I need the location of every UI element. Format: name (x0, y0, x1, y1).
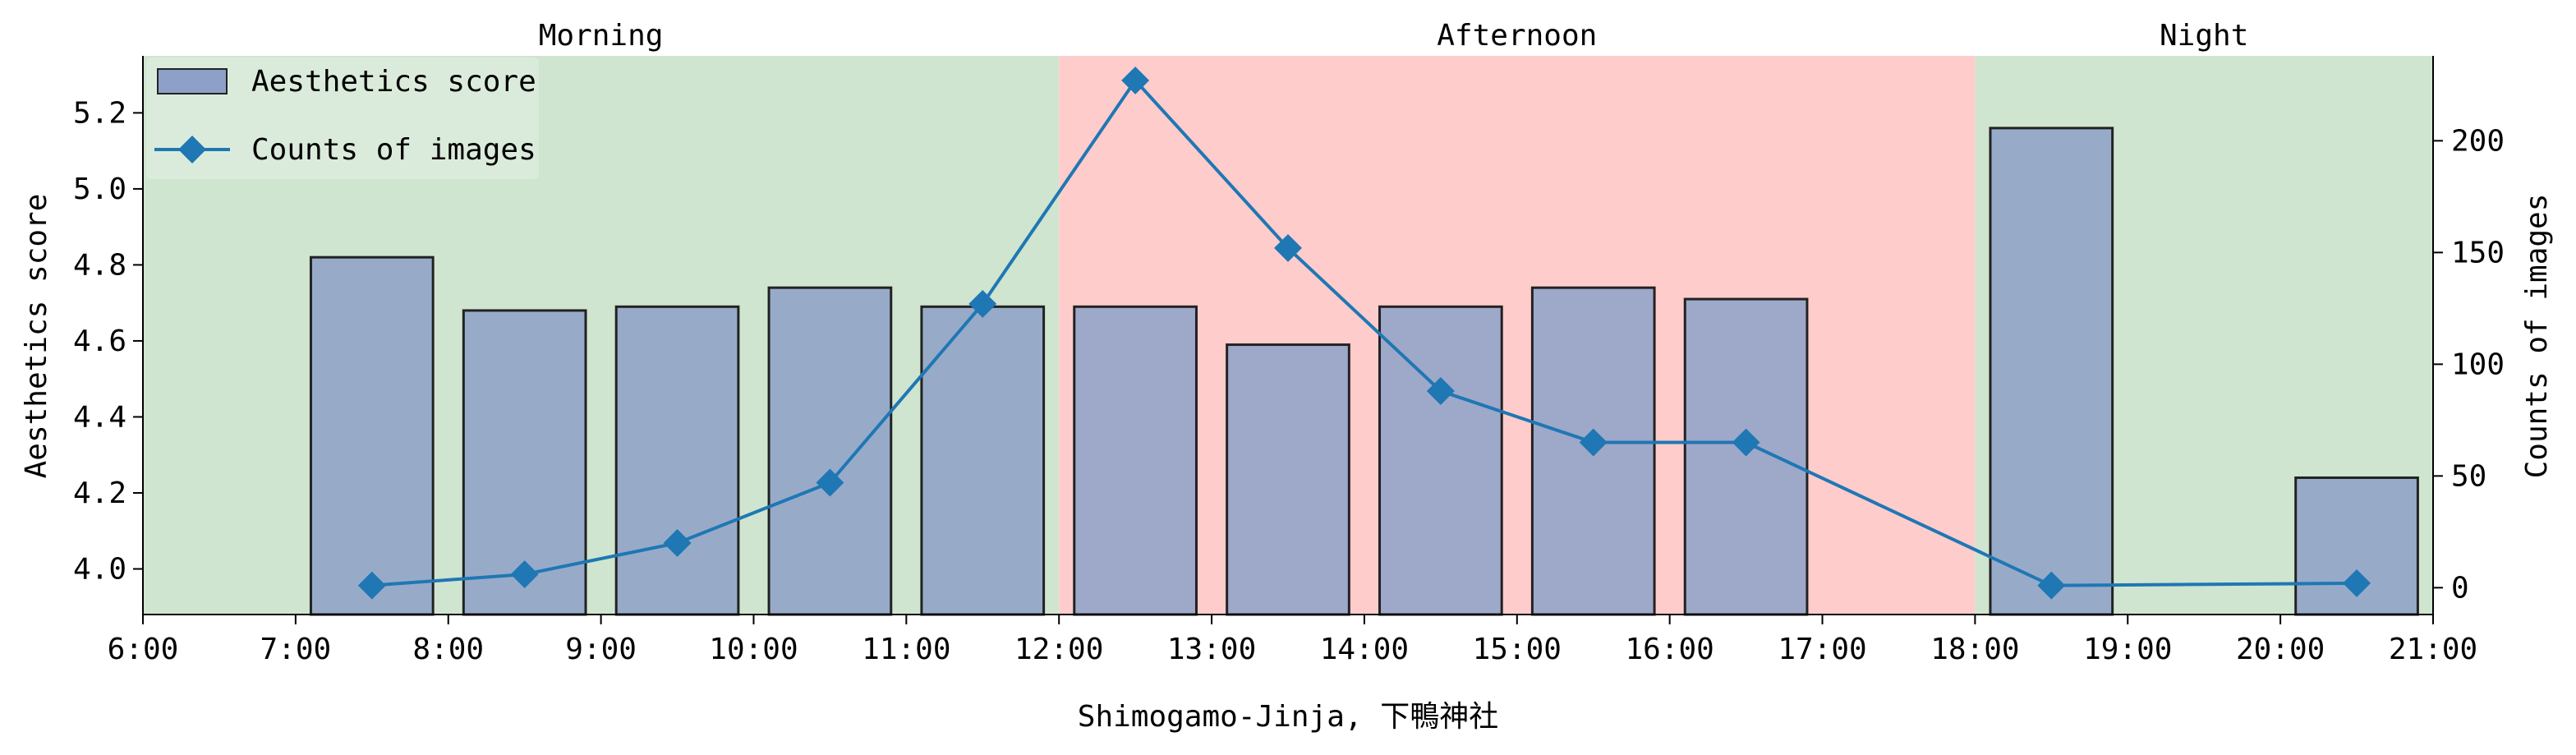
left-y-tick-label-1: 4.2 (73, 476, 126, 510)
count-marker-3 (816, 468, 844, 497)
count-marker-5 (1121, 66, 1150, 94)
right-y-tick-label-0: 0 (2451, 571, 2469, 605)
legend-box (146, 58, 539, 179)
right-y-ticks: 0 50 100 150 200 (2433, 124, 2505, 605)
period-backgrounds (143, 56, 2433, 615)
period-labels: Morning Afternoon Night (539, 19, 2249, 53)
x-tick-label-8: 14:00 (1320, 633, 1409, 666)
bar-7 (1378, 305, 1503, 616)
x-tick-label-13: 19:00 (2083, 633, 2172, 666)
left-y-tick-label-2: 4.4 (73, 400, 126, 434)
bar-9 (1683, 297, 1809, 616)
x-tick-label-1: 7:00 (260, 633, 332, 666)
period-band-afternoon (1059, 56, 1976, 615)
left-y-tick-label-6: 5.2 (73, 96, 126, 130)
legend-label-counts: Counts of images (251, 133, 536, 167)
count-marker-7 (1426, 377, 1455, 405)
left-y-tick-label-3: 4.6 (73, 325, 126, 358)
x-tick-label-2: 8:00 (412, 633, 484, 666)
count-marker-8 (1579, 428, 1608, 457)
x-tick-label-14: 20:00 (2236, 633, 2325, 666)
left-y-tick-label-5: 5.0 (73, 173, 126, 206)
right-y-tick-label-1: 50 (2451, 459, 2486, 493)
left-y-tick-label-0: 4.0 (73, 552, 126, 586)
x-tick-label-3: 9:00 (565, 633, 637, 666)
count-marker-0 (357, 571, 386, 600)
x-tick-label-15: 21:00 (2389, 633, 2477, 666)
x-tick-label-11: 17:00 (1778, 633, 1866, 666)
bar-6 (1226, 343, 1350, 616)
period-label-afternoon: Afternoon (1437, 19, 1597, 53)
bar-3 (767, 286, 893, 616)
period-band-morning (143, 56, 1060, 615)
x-tick-label-6: 12:00 (1014, 633, 1103, 666)
count-line (371, 77, 2358, 587)
legend-swatch-bar (157, 68, 228, 94)
bar-0 (309, 256, 435, 616)
bar-5 (1073, 305, 1198, 616)
count-marker-2 (663, 528, 692, 557)
left-y-ticks: 4.0 4.2 4.4 4.6 4.8 5.0 5.2 (73, 96, 143, 586)
count-marker-6 (1274, 233, 1302, 262)
x-tick-label-9: 15:00 (1473, 633, 1562, 666)
bar-2 (614, 305, 740, 616)
right-y-tick-label-3: 150 (2451, 236, 2505, 269)
bar-10 (1989, 127, 2114, 616)
line-series (357, 66, 2371, 600)
x-tick-label-4: 10:00 (709, 633, 798, 666)
right-y-tick-label-4: 200 (2451, 124, 2505, 158)
left-y-axis-label: Aesthetics score (20, 194, 53, 479)
period-label-morning: Morning (539, 19, 664, 53)
x-tick-label-10: 16:00 (1625, 633, 1714, 666)
legend-label-aesthetics: Aesthetics score (251, 65, 536, 99)
bar-series (309, 127, 2419, 616)
x-ticks: 6:00 7:00 8:00 9:00 10:00 11:00 12:00 13:00 14:0… (108, 615, 2477, 666)
left-y-tick-label-4: 4.8 (73, 248, 126, 282)
x-tick-label-7: 13:00 (1167, 633, 1256, 666)
x-tick-label-5: 11:00 (862, 633, 950, 666)
count-marker-1 (510, 560, 539, 589)
x-tick-label-0: 6:00 (108, 633, 179, 666)
legend-swatch-marker (178, 136, 206, 163)
axes (142, 56, 2434, 615)
legend: Aesthetics score Counts of images (146, 58, 539, 179)
x-tick-label-12: 18:00 (1930, 633, 2019, 666)
period-label-night: Night (2160, 19, 2248, 53)
right-y-tick-label-2: 100 (2451, 348, 2505, 381)
x-axis-label: Shimogamo-Jinja, 下鴨神社 (1078, 700, 1498, 734)
right-y-axis-label: Counts of images (2520, 194, 2554, 479)
count-marker-4 (968, 289, 997, 318)
